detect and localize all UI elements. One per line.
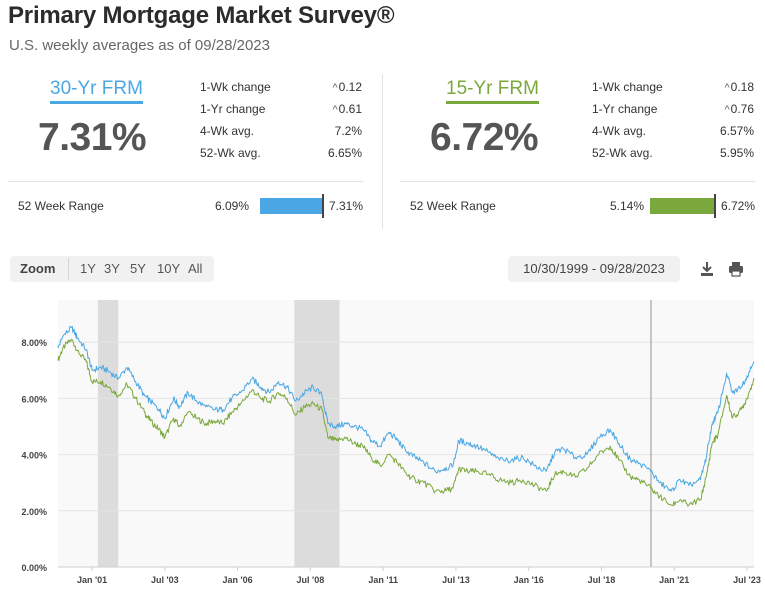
stat-label: 1-Wk change bbox=[592, 80, 663, 94]
recession-band bbox=[294, 300, 340, 567]
range-bar bbox=[260, 198, 322, 214]
y-tick-label: 2.00% bbox=[21, 507, 47, 517]
y-tick-label: 6.00% bbox=[21, 394, 47, 404]
download-icon bbox=[701, 262, 713, 276]
stat-row: 1-Yr change ^0.76 bbox=[592, 100, 754, 122]
frm15-stats: 1-Wk change ^0.18 1-Yr change ^0.76 4-Wk… bbox=[592, 78, 754, 166]
range-label: 52 Week Range bbox=[410, 199, 496, 213]
x-tick-label: Jul '08 bbox=[297, 575, 325, 585]
stat-value: 6.65% bbox=[327, 146, 362, 160]
stat-value: ^0.76 bbox=[724, 102, 754, 116]
stat-label: 52-Wk avg. bbox=[200, 146, 261, 160]
up-arrow-icon: ^ bbox=[332, 82, 338, 94]
stat-label: 1-Wk change bbox=[200, 80, 271, 94]
up-arrow-icon: ^ bbox=[724, 82, 730, 94]
frm30-rate: 7.31% bbox=[38, 116, 147, 159]
stat-row: 1-Wk change ^0.12 bbox=[200, 78, 362, 100]
stat-value: ^0.61 bbox=[332, 102, 362, 116]
recession-band bbox=[97, 300, 119, 567]
series-15yr-line bbox=[57, 338, 755, 507]
stat-value: 7.2% bbox=[334, 124, 362, 138]
stat-label: 1-Yr change bbox=[592, 102, 658, 116]
stat-row: 1-Yr change ^0.61 bbox=[200, 100, 362, 122]
range-marker bbox=[714, 194, 716, 218]
divider bbox=[8, 181, 363, 182]
y-tick-label: 4.00% bbox=[21, 451, 47, 461]
download-button[interactable] bbox=[694, 256, 720, 282]
stat-row: 4-Wk avg. 7.2% bbox=[200, 122, 362, 144]
page-subtitle: U.S. weekly averages as of 09/28/2023 bbox=[9, 37, 270, 54]
frm30-range: 52 Week Range 6.09% 7.31% bbox=[8, 194, 363, 218]
stat-value: 6.57% bbox=[719, 124, 754, 138]
zoom-1y-button[interactable]: 1Y bbox=[80, 261, 96, 276]
stat-value-text: 0.76 bbox=[730, 102, 754, 116]
date-range-button[interactable]: 10/30/1999 - 09/28/2023 bbox=[508, 256, 680, 282]
zoom-all-button[interactable]: All bbox=[188, 261, 203, 276]
stat-value-text: 0.18 bbox=[730, 80, 754, 94]
stat-row: 1-Wk change ^0.18 bbox=[592, 78, 754, 100]
x-tick-label: Jul '18 bbox=[588, 575, 616, 585]
stat-value: 5.95% bbox=[719, 146, 754, 160]
stat-value: ^0.12 bbox=[332, 80, 362, 94]
frm30-stats: 1-Wk change ^0.12 1-Yr change ^0.61 4-Wk… bbox=[200, 78, 362, 166]
plot-area bbox=[58, 300, 754, 567]
range-min: 5.14% bbox=[609, 199, 644, 213]
frm30-panel: 30-Yr FRM 7.31% 1-Wk change ^0.12 1-Yr c… bbox=[8, 72, 363, 222]
stat-label: 4-Wk avg. bbox=[592, 124, 647, 138]
range-max: 6.72% bbox=[720, 199, 755, 213]
frm30-label: 30-Yr FRM bbox=[50, 78, 143, 104]
stat-label: 52-Wk avg. bbox=[592, 146, 653, 160]
zoom-5y-button[interactable]: 5Y bbox=[130, 261, 146, 276]
stat-value: ^0.18 bbox=[724, 80, 754, 94]
rates-chart: 0.00% 2.00% 4.00% 6.00% 8.00% Jan '01 Jul '03 J… bbox=[21, 300, 761, 585]
y-tick-label: 8.00% bbox=[21, 338, 47, 348]
frm15-panel: 15-Yr FRM 6.72% 1-Wk change ^0.18 1-Yr c… bbox=[400, 72, 755, 222]
x-tick-label: Jul '23 bbox=[733, 575, 761, 585]
range-label: 52 Week Range bbox=[18, 199, 104, 213]
zoom-group: Zoom 1Y 3Y 5Y 10Y All bbox=[10, 256, 214, 282]
page-title: Primary Mortgage Market Survey® bbox=[8, 2, 395, 29]
stat-row: 52-Wk avg. 6.65% bbox=[200, 144, 362, 166]
stat-value-text: 0.12 bbox=[338, 80, 362, 94]
y-tick-label: 0.00% bbox=[21, 563, 47, 573]
stat-value-text: 0.61 bbox=[338, 102, 362, 116]
range-min: 6.09% bbox=[214, 199, 249, 213]
print-icon bbox=[729, 262, 743, 277]
zoom-label: Zoom bbox=[20, 261, 56, 276]
range-bar bbox=[650, 198, 714, 214]
range-max: 7.31% bbox=[328, 199, 363, 213]
stat-label: 1-Yr change bbox=[200, 102, 266, 116]
x-tick-label: Jan '21 bbox=[659, 575, 689, 585]
x-tick-label: Jul '13 bbox=[442, 575, 470, 585]
up-arrow-icon: ^ bbox=[332, 104, 338, 116]
series-30yr-line bbox=[57, 325, 755, 492]
up-arrow-icon: ^ bbox=[724, 104, 730, 116]
x-tick-label: Jan '06 bbox=[223, 575, 253, 585]
stat-label: 4-Wk avg. bbox=[200, 124, 255, 138]
divider bbox=[400, 181, 755, 182]
frm15-rate: 6.72% bbox=[430, 116, 539, 159]
zoom-10y-button[interactable]: 10Y bbox=[157, 261, 181, 276]
x-tick-label: Jan '11 bbox=[368, 575, 398, 585]
stat-row: 4-Wk avg. 6.57% bbox=[592, 122, 754, 144]
x-tick-label: Jan '16 bbox=[514, 575, 544, 585]
stat-row: 52-Wk avg. 5.95% bbox=[592, 144, 754, 166]
print-button[interactable] bbox=[723, 256, 749, 282]
frm15-label: 15-Yr FRM bbox=[446, 78, 539, 104]
zoom-separator bbox=[68, 258, 69, 280]
frm15-range: 52 Week Range 5.14% 6.72% bbox=[400, 194, 755, 218]
x-tick-label: Jul '03 bbox=[151, 575, 179, 585]
range-marker bbox=[322, 194, 324, 218]
x-tick-label: Jan '01 bbox=[77, 575, 107, 585]
panel-divider bbox=[382, 74, 383, 229]
zoom-3y-button[interactable]: 3Y bbox=[104, 261, 120, 276]
